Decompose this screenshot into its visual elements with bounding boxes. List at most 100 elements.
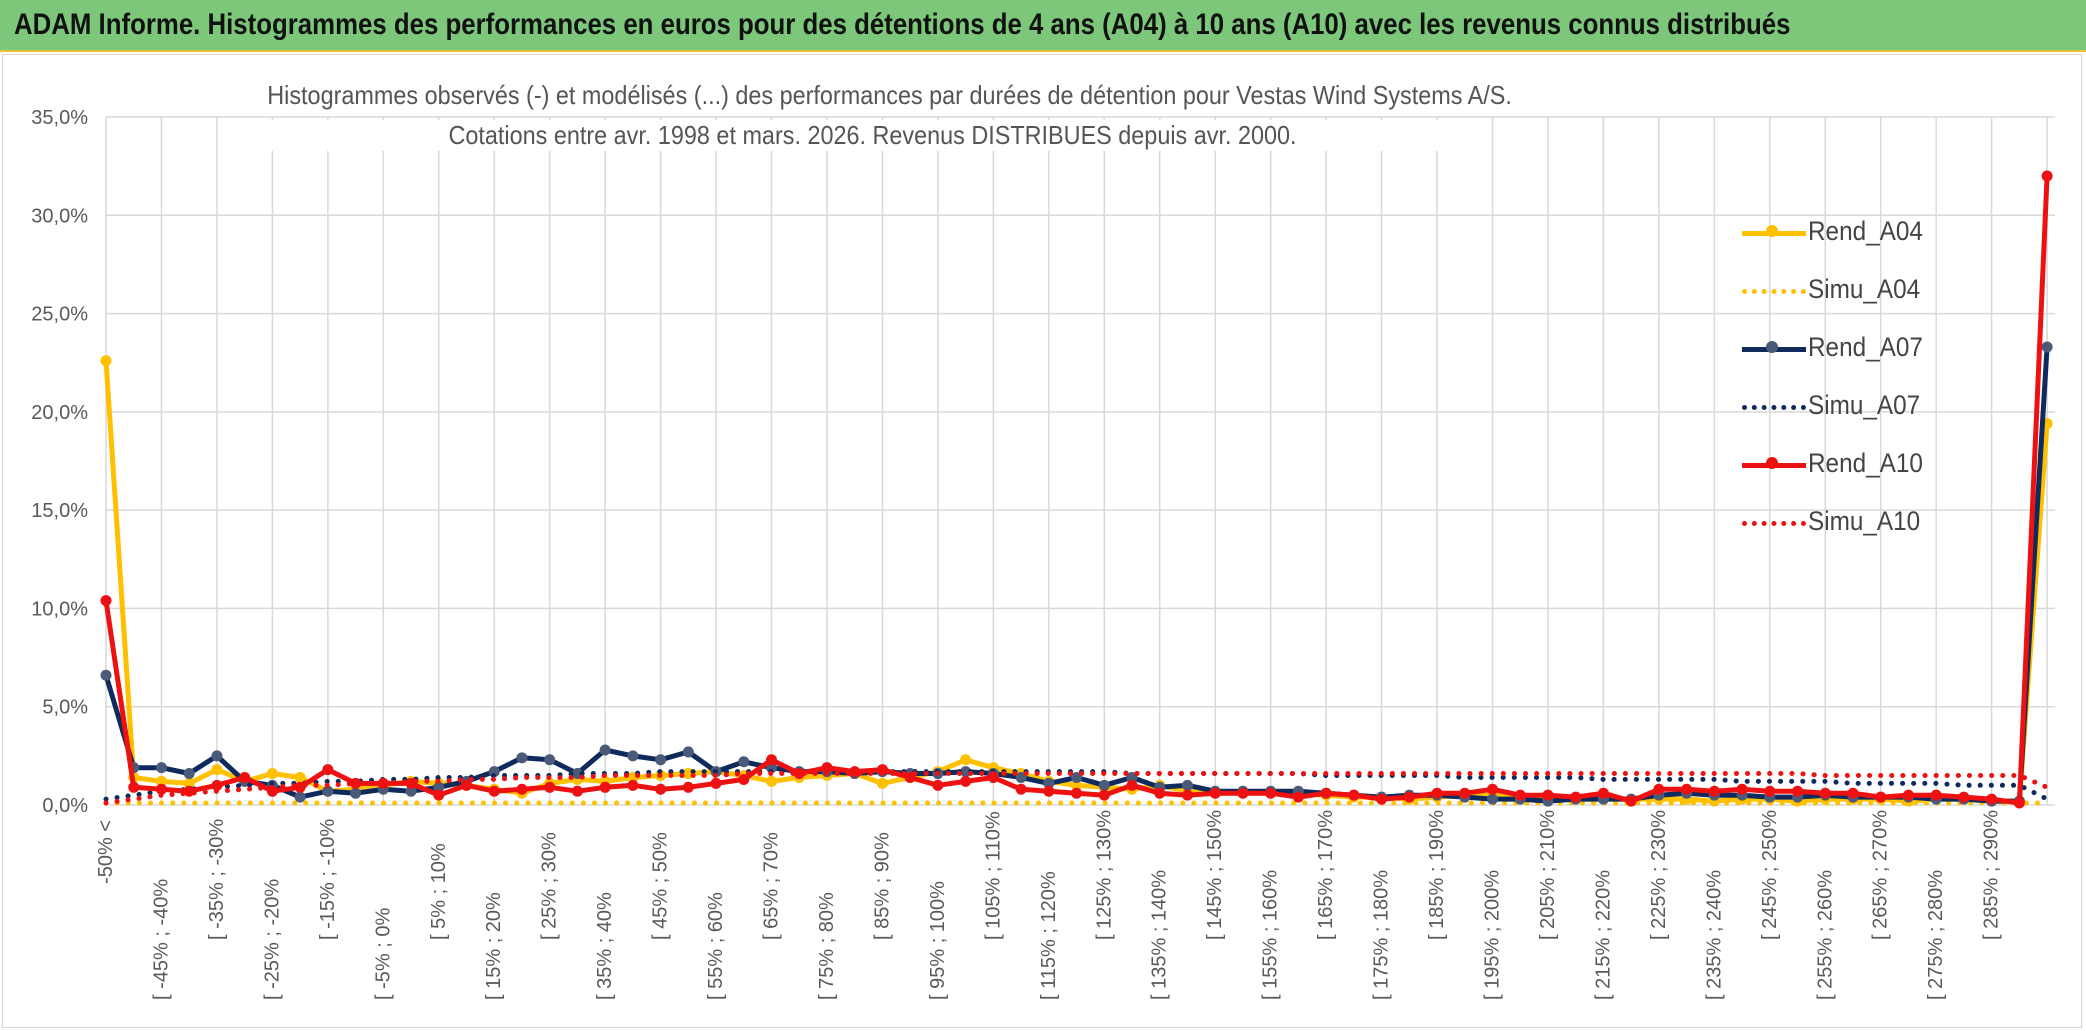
x-tick-label: [ 35% ; 40% bbox=[594, 892, 616, 1000]
data-point bbox=[627, 750, 639, 762]
data-point bbox=[433, 789, 445, 801]
chart-frame bbox=[2, 54, 2082, 1028]
data-point bbox=[1015, 783, 1027, 795]
x-tick-label: [ -45% ; -40% bbox=[150, 879, 172, 1000]
data-point bbox=[1570, 791, 1582, 803]
x-tick-label: [ 145% ; 150% bbox=[1204, 810, 1226, 940]
data-point bbox=[350, 777, 362, 789]
data-point bbox=[1043, 777, 1055, 789]
data-point bbox=[322, 785, 334, 797]
data-point bbox=[1320, 787, 1332, 799]
legend-marker bbox=[1766, 457, 1778, 469]
x-tick-label: [ 165% ; 170% bbox=[1315, 810, 1337, 940]
x-tick-label: [ 245% ; 250% bbox=[1759, 810, 1781, 940]
data-point bbox=[294, 791, 306, 803]
data-point bbox=[544, 781, 556, 793]
x-tick-label: [ 15% ; 20% bbox=[483, 892, 505, 1000]
data-point bbox=[155, 775, 167, 787]
data-point bbox=[571, 785, 583, 797]
x-tick-label: [ 65% ; 70% bbox=[761, 832, 783, 940]
y-tick-label: 0,0% bbox=[42, 795, 88, 817]
data-point bbox=[211, 750, 223, 762]
data-point bbox=[710, 777, 722, 789]
data-point bbox=[599, 781, 611, 793]
data-point bbox=[211, 779, 223, 791]
data-point bbox=[766, 754, 778, 766]
legend-item-Rend_A10: Rend_A10 bbox=[1740, 444, 2070, 484]
x-tick-label: [ 155% ; 160% bbox=[1260, 870, 1282, 1000]
legend-marker bbox=[1766, 225, 1778, 237]
data-point bbox=[1181, 789, 1193, 801]
data-point bbox=[1930, 789, 1942, 801]
data-point bbox=[960, 754, 972, 766]
x-tick-label: [ -5% ; 0% bbox=[372, 908, 394, 1000]
data-point bbox=[1237, 787, 1249, 799]
x-tick-label: [ 185% ; 190% bbox=[1426, 810, 1448, 940]
data-point bbox=[350, 787, 362, 799]
data-point bbox=[1681, 783, 1693, 795]
data-point bbox=[1708, 785, 1720, 797]
legend-item-Simu_A04: Simu_A04 bbox=[1740, 270, 2070, 310]
x-tick-label: [ 235% ; 240% bbox=[1703, 870, 1725, 1000]
data-point bbox=[960, 775, 972, 787]
x-tick-label: [ 195% ; 200% bbox=[1482, 870, 1504, 1000]
data-point bbox=[1542, 789, 1554, 801]
data-point bbox=[1071, 771, 1083, 783]
x-tick-label: [ 45% ; 50% bbox=[650, 832, 672, 940]
legend-swatch bbox=[1742, 289, 1806, 294]
data-point bbox=[1958, 791, 1970, 803]
legend-swatch bbox=[1742, 521, 1806, 526]
data-point bbox=[793, 768, 805, 780]
data-point bbox=[1292, 791, 1304, 803]
data-point bbox=[738, 756, 750, 768]
data-point bbox=[1459, 787, 1471, 799]
series-line-Rend_A04 bbox=[103, 358, 2050, 804]
x-tick-label: [ 265% ; 270% bbox=[1870, 810, 1892, 940]
data-point bbox=[1792, 785, 1804, 797]
data-point bbox=[1126, 779, 1138, 791]
data-point bbox=[1902, 789, 1914, 801]
legend-label: Rend_A04 bbox=[1808, 216, 1923, 246]
legend-label: Rend_A07 bbox=[1808, 332, 1923, 362]
data-point bbox=[1487, 783, 1498, 795]
data-point bbox=[2041, 170, 2053, 182]
y-tick-label: 10,0% bbox=[31, 598, 88, 620]
data-point bbox=[1154, 787, 1166, 799]
data-point bbox=[433, 781, 445, 793]
data-point bbox=[682, 746, 694, 758]
data-point bbox=[128, 781, 140, 793]
legend-item-Simu_A10: Simu_A10 bbox=[1740, 502, 2070, 542]
x-tick-label: [ 115% ; 120% bbox=[1038, 871, 1060, 1000]
data-point bbox=[2013, 797, 2025, 809]
x-tick-label: [ 105% ; 110% bbox=[982, 811, 1004, 940]
x-tick-label: [ 205% ; 210% bbox=[1537, 810, 1559, 940]
data-point bbox=[155, 762, 167, 774]
data-point bbox=[1986, 793, 1998, 805]
data-point bbox=[516, 783, 528, 795]
data-point bbox=[766, 775, 778, 787]
y-tick-label: 35,0% bbox=[31, 107, 88, 129]
data-point bbox=[183, 768, 195, 780]
x-tick-label: [ 255% ; 260% bbox=[1814, 870, 1836, 1000]
data-point bbox=[1819, 787, 1831, 799]
x-tick-label: [ 95% ; 100% bbox=[927, 881, 949, 1000]
data-point bbox=[100, 355, 112, 367]
x-tick-label: [ 125% ; 130% bbox=[1093, 810, 1115, 940]
x-tick-label: [ 5% ; 10% bbox=[428, 843, 450, 940]
data-point bbox=[655, 783, 667, 795]
data-point bbox=[405, 785, 417, 797]
chart-title: Histogrammes observés (-) et modélisés (… bbox=[267, 80, 1512, 111]
x-tick-label: [ 75% ; 80% bbox=[816, 892, 838, 1000]
data-point bbox=[516, 752, 528, 764]
x-tick-label: [ 285% ; 290% bbox=[1981, 810, 2003, 940]
data-point bbox=[1098, 789, 1110, 801]
y-tick-label: 20,0% bbox=[31, 402, 88, 424]
data-point bbox=[599, 744, 611, 756]
legend-swatch bbox=[1742, 405, 1806, 410]
y-tick-label: 30,0% bbox=[31, 205, 88, 227]
x-tick-label: [ 135% ; 140% bbox=[1149, 870, 1171, 1000]
x-tick-label: [ 25% ; 30% bbox=[539, 832, 561, 940]
data-point bbox=[627, 779, 639, 791]
legend-label: Simu_A07 bbox=[1808, 390, 1921, 420]
